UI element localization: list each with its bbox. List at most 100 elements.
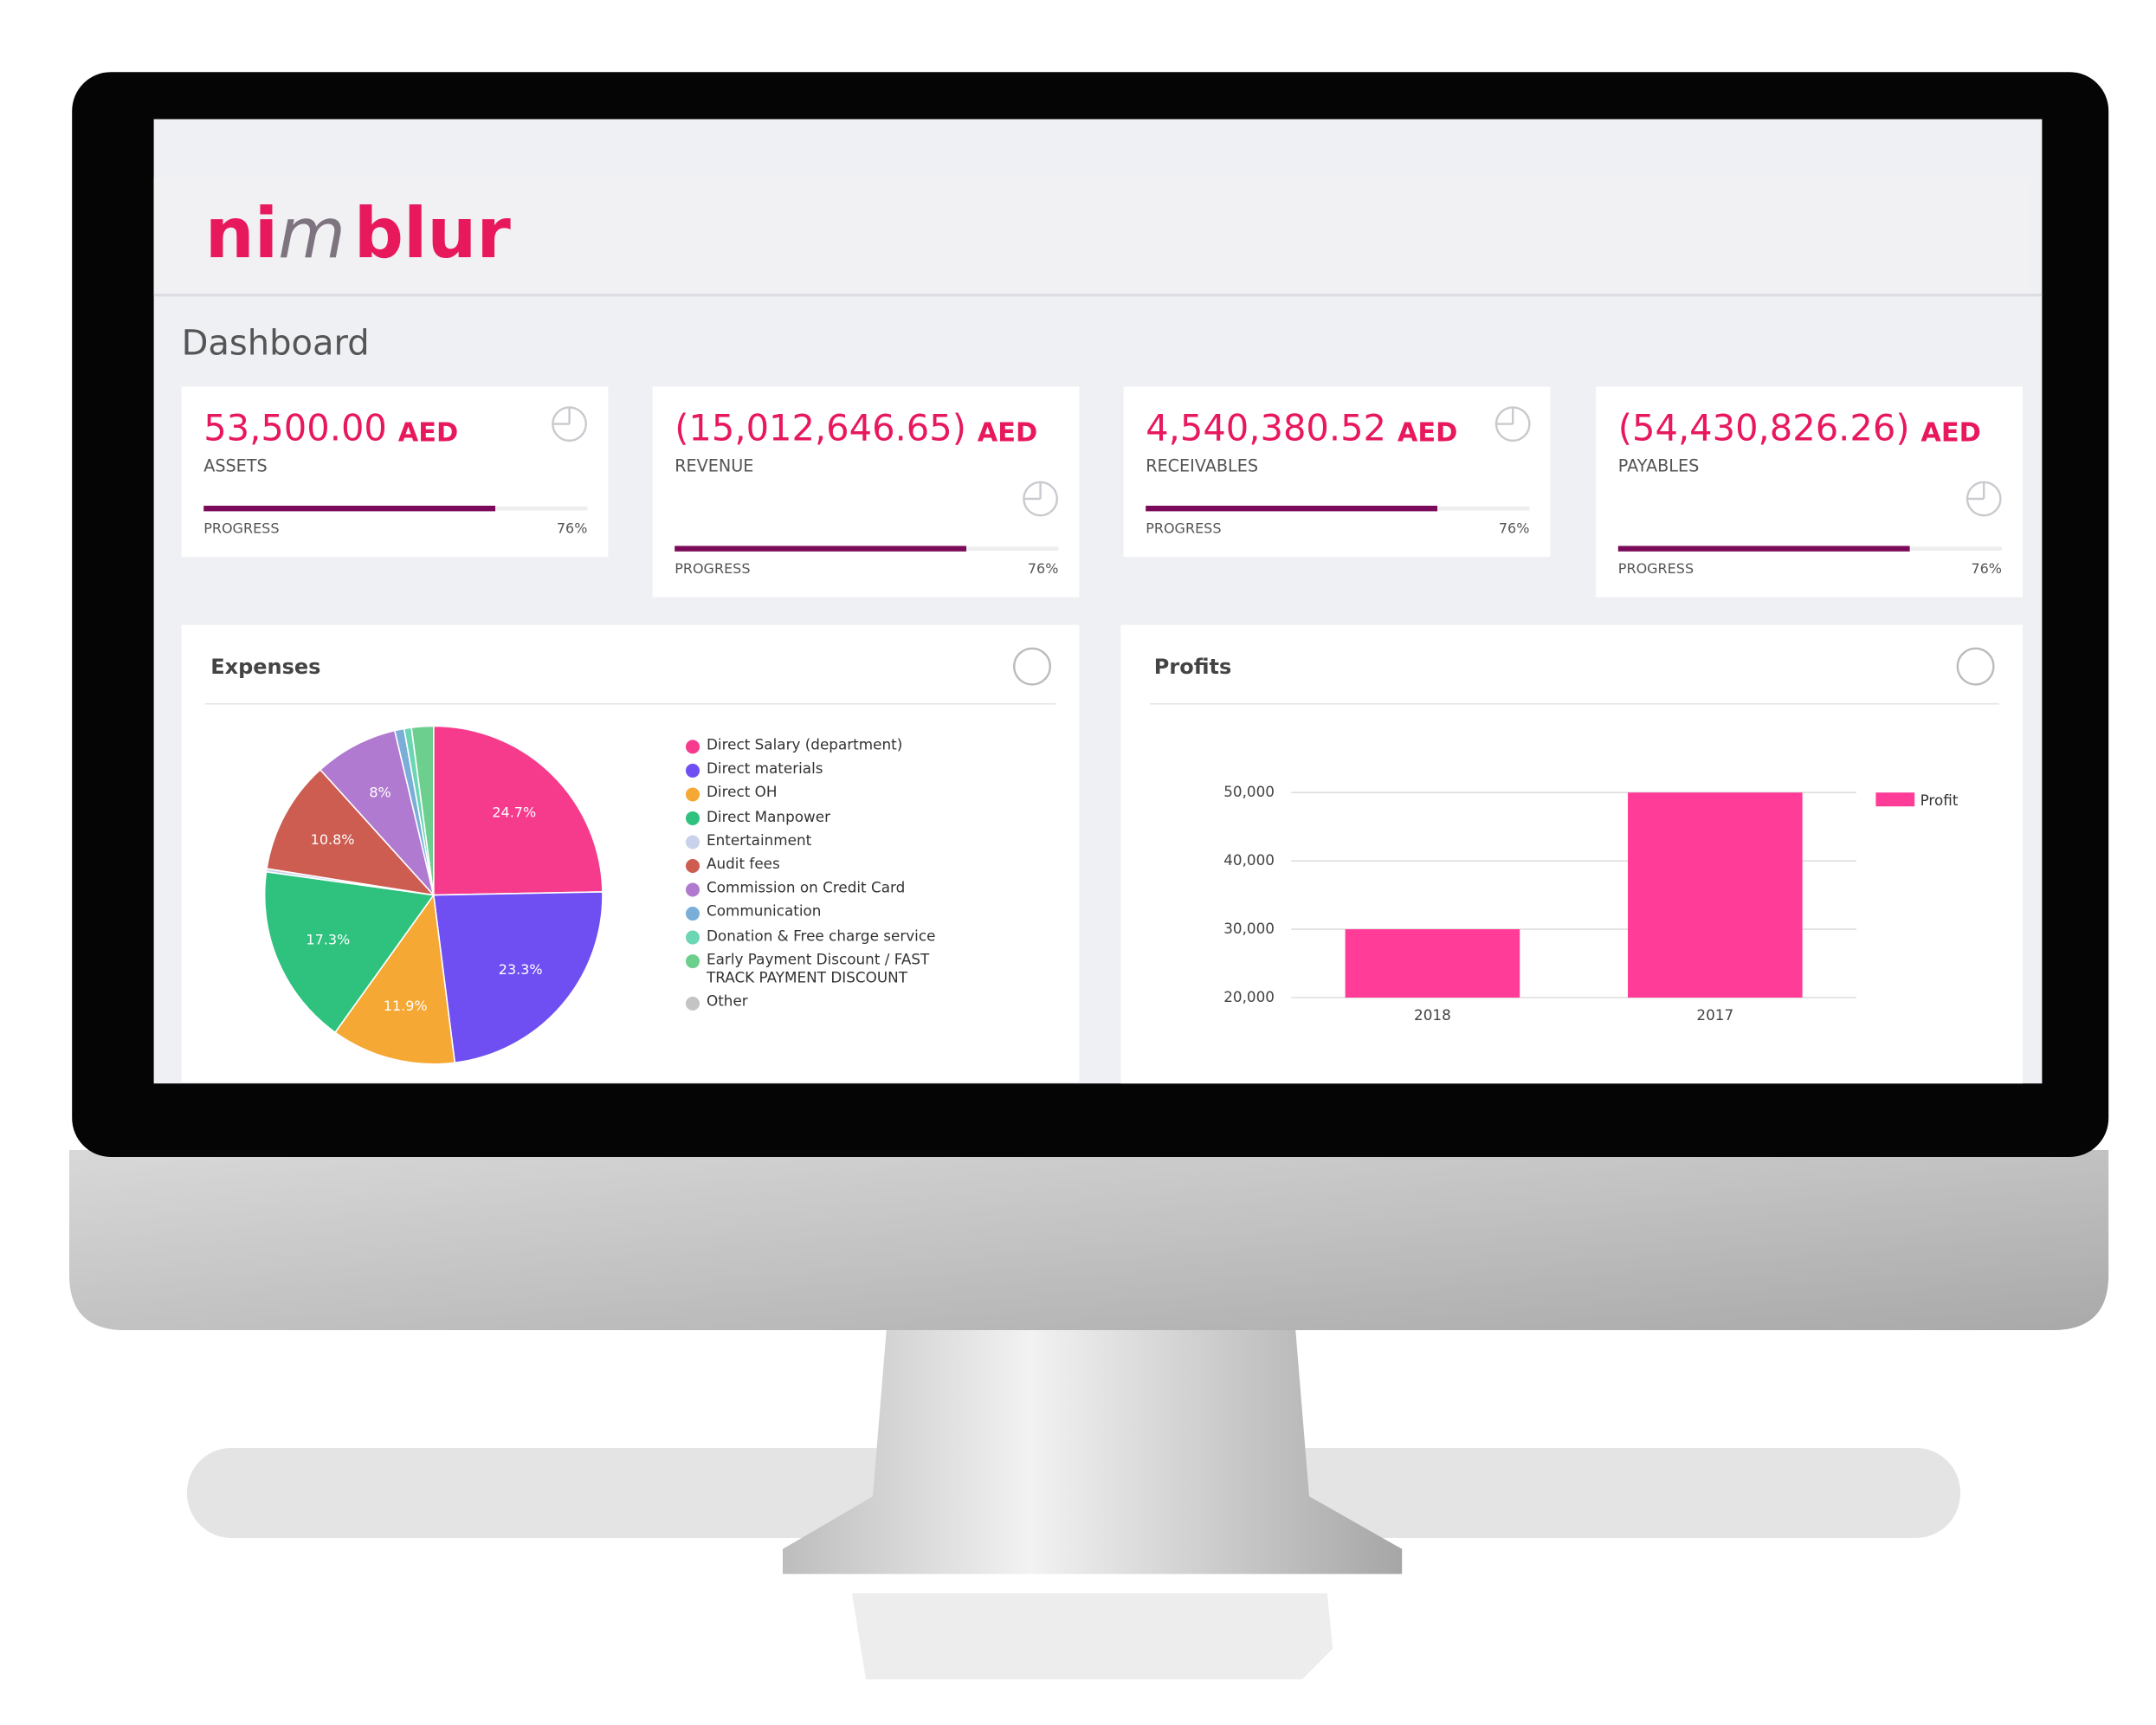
logo-part: ni [205, 193, 278, 274]
card-label: ASSETS [203, 456, 268, 476]
progress-label: PROGRESS [1146, 520, 1221, 537]
pie-slice [266, 768, 436, 896]
card-label: PAYABLES [1618, 456, 1700, 476]
legend-label: Entertainment [707, 832, 812, 850]
legend-label: Direct materials [707, 760, 823, 778]
bar [1345, 929, 1520, 998]
progress-label: PROGRESS [203, 520, 279, 537]
legend-item: Entertainment [707, 832, 812, 850]
card-amount: 4,540,380.52 [1146, 407, 1386, 449]
legend-swatch [686, 787, 700, 802]
header [153, 177, 2030, 295]
stat-card [1123, 386, 1551, 558]
card-currency: AED [1920, 417, 1981, 448]
stand-reflection [852, 1593, 1333, 1680]
progress-bar [1617, 546, 1910, 552]
y-tick-label: 50,000 [1223, 783, 1275, 800]
slice-label: 11.9% [384, 998, 428, 1014]
legend-item: Commission on Credit Card [707, 880, 906, 897]
x-tick-label: 2017 [1696, 1006, 1733, 1024]
stat-card [652, 386, 1080, 598]
legend-item: Donation & Free charge service [707, 927, 936, 945]
progress-label: PROGRESS [675, 560, 750, 577]
legend-label: Communication [707, 903, 822, 921]
monitor: nim blur Dashboard Expenses Profits 53,50… [69, 72, 2109, 1680]
legend-swatch [686, 835, 700, 850]
icon-wedge [1023, 481, 1042, 501]
pie-slice [433, 725, 604, 896]
slice-label: 8% [369, 785, 391, 801]
legend-swatch [686, 882, 700, 897]
page-title: Dashboard [182, 323, 370, 363]
progress-bar [203, 506, 496, 512]
logo-part: blur [354, 193, 512, 274]
pie-slice [319, 729, 435, 896]
card-currency: AED [1398, 417, 1458, 448]
card-amount: (15,012,646.65) [675, 407, 966, 449]
logo: nim blur [205, 193, 512, 274]
legend-swatch [1875, 792, 1915, 807]
expand-button[interactable] [1013, 647, 1052, 686]
legend-label: Early Payment Discount / FAST TRACK PAYM… [707, 951, 930, 986]
card-currency: AED [978, 417, 1038, 448]
card-icon [1966, 481, 2002, 517]
legend-item: Direct Salary (department) [707, 737, 903, 754]
legend-label: Other [707, 993, 748, 1011]
legend-swatch [686, 811, 700, 825]
progress-bar [1146, 506, 1438, 512]
y-tick-label: 20,000 [1223, 988, 1275, 1005]
legend-swatch [686, 859, 700, 873]
logo-part: m [278, 193, 345, 274]
card-amount: (54,430,826.26) [1618, 407, 1910, 449]
progress-value: 76% [1028, 560, 1059, 577]
slice-label: 24.7% [492, 804, 536, 820]
legend-swatch [686, 763, 700, 778]
legend-swatch [686, 930, 700, 945]
legend-label: Direct OH [707, 785, 778, 802]
legend-item: Audit fees [707, 856, 780, 873]
progress-value: 76% [1971, 560, 2002, 577]
legend-item: Other [707, 993, 748, 1011]
profits-panel [1120, 624, 2023, 1084]
legend-item: Early Payment Discount / FAST TRACK PAYM… [707, 951, 930, 986]
slice-label: 23.3% [499, 961, 543, 978]
legend-item: Communication [707, 903, 822, 921]
stand [783, 1327, 1403, 1574]
legend-swatch [686, 954, 700, 969]
panel-title: Expenses [210, 655, 320, 679]
legend-swatch [686, 996, 700, 1011]
legend-label: Commission on Credit Card [707, 880, 906, 897]
card-icon [1023, 481, 1059, 517]
y-tick-label: 40,000 [1223, 851, 1275, 869]
monitor-chin [69, 1150, 2109, 1330]
card-currency: AED [398, 417, 459, 448]
legend-item: Direct Manpower [707, 808, 831, 825]
stat-card [181, 386, 609, 558]
card-label: REVENUE [675, 456, 753, 476]
bar [1628, 792, 1803, 998]
legend-label: Profit [1920, 791, 1959, 809]
card-icon [552, 406, 588, 443]
legend-item: Direct materials [707, 760, 823, 778]
legend-label: Direct Manpower [707, 808, 831, 825]
slice-label: 17.3% [306, 931, 350, 947]
pie-slice [410, 725, 435, 895]
card-amount: 53,500.00 [203, 407, 387, 449]
legend-item: Direct OH [707, 785, 778, 802]
pie-slice [263, 870, 436, 1034]
legend-swatch [686, 907, 700, 921]
x-tick-label: 2018 [1414, 1006, 1451, 1024]
progress-bar [675, 546, 967, 552]
legend-label: Direct Salary (department) [707, 737, 903, 754]
icon-wedge [1967, 481, 1985, 501]
progress-label: PROGRESS [1618, 560, 1694, 577]
legend-swatch [686, 740, 700, 754]
legend-label: Audit fees [707, 856, 780, 873]
icon-wedge [1496, 407, 1514, 425]
legend-label: Donation & Free charge service [707, 927, 936, 945]
panel-title: Profits [1154, 655, 1231, 679]
card-icon [1494, 406, 1531, 443]
expand-button[interactable] [1956, 647, 1995, 686]
pie-slice [333, 893, 456, 1065]
